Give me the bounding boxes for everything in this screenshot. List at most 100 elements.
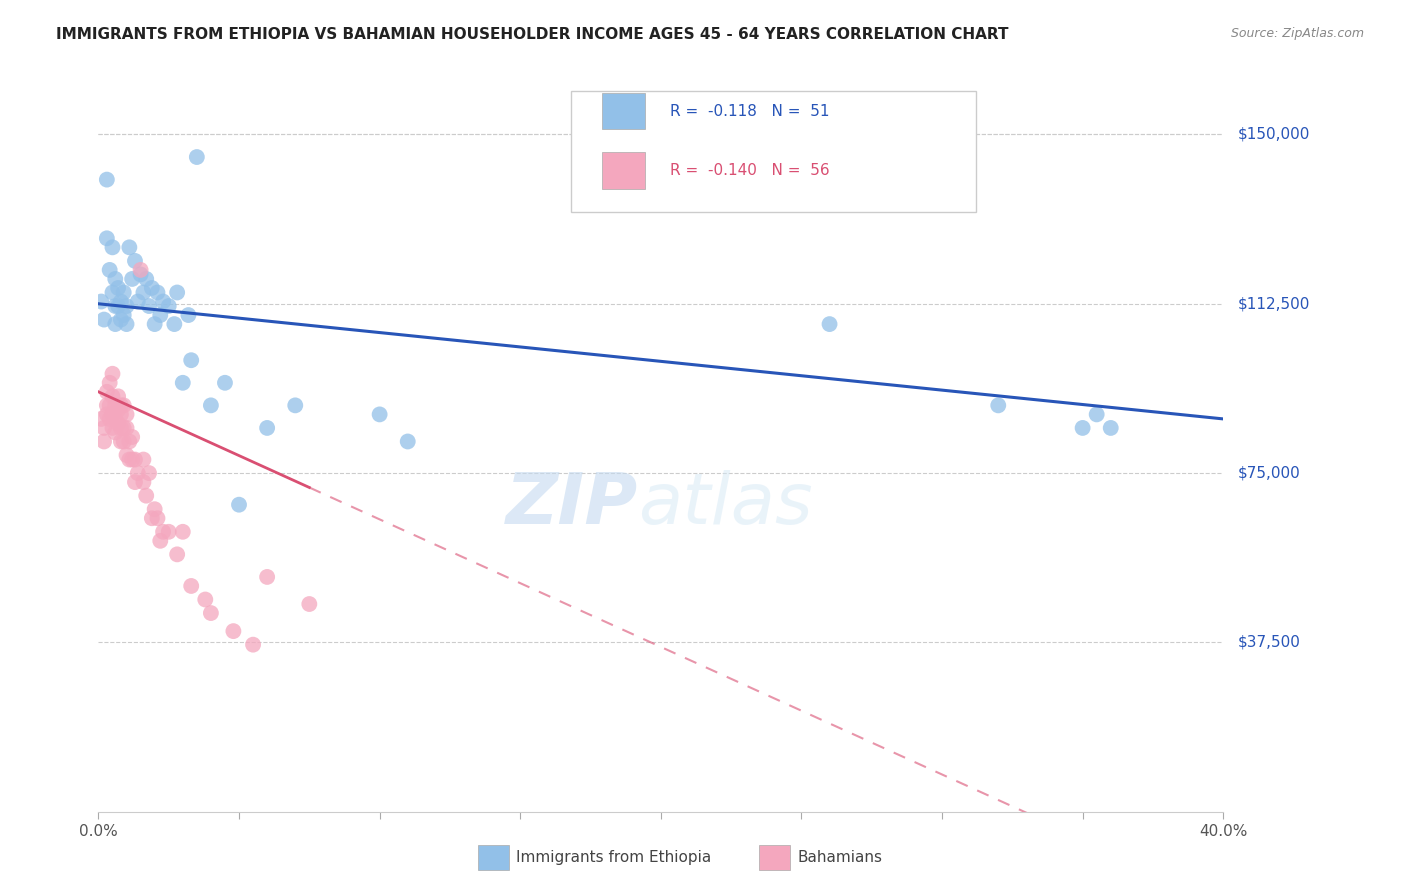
Point [96, 172, 118, 186]
Point [101, 389, 124, 403]
Point [127, 466, 149, 480]
Point [118, 434, 141, 449]
Text: $150,000: $150,000 [1237, 127, 1309, 142]
Point [172, 376, 194, 390]
Point [152, 524, 174, 539]
Point [101, 421, 124, 435]
Point [107, 281, 129, 295]
Point [98, 263, 121, 277]
Point [112, 421, 135, 435]
Point [396, 434, 419, 449]
Point [110, 434, 132, 449]
Point [98, 398, 121, 412]
Point [104, 272, 127, 286]
Point [138, 299, 160, 313]
Point [166, 285, 188, 300]
Point [186, 150, 208, 164]
Point [115, 299, 138, 313]
Text: $112,500: $112,500 [1237, 296, 1309, 311]
Point [96, 384, 118, 399]
Point [141, 281, 163, 295]
Point [98, 412, 121, 426]
Point [124, 452, 146, 467]
Point [368, 408, 391, 422]
Text: $37,500: $37,500 [1237, 635, 1301, 650]
Text: R =  -0.118   N =  51: R = -0.118 N = 51 [669, 103, 830, 119]
Point [110, 421, 132, 435]
Point [110, 398, 132, 412]
Point [1085, 408, 1108, 422]
Point [135, 272, 157, 286]
Text: $75,000: $75,000 [1237, 466, 1301, 481]
Point [138, 466, 160, 480]
Point [284, 398, 307, 412]
Point [228, 498, 250, 512]
Point [1099, 421, 1122, 435]
Text: IMMIGRANTS FROM ETHIOPIA VS BAHAMIAN HOUSEHOLDER INCOME AGES 45 - 64 YEARS CORRE: IMMIGRANTS FROM ETHIOPIA VS BAHAMIAN HOU… [56, 27, 1008, 42]
Point [163, 317, 186, 331]
Point [121, 452, 143, 467]
Point [93, 434, 115, 449]
Point [121, 430, 143, 444]
Point [132, 285, 155, 300]
Point [93, 421, 115, 435]
Point [157, 299, 180, 313]
Point [256, 421, 278, 435]
Point [141, 511, 163, 525]
Point [143, 317, 166, 331]
Point [112, 398, 135, 412]
Point [129, 268, 152, 282]
Point [146, 511, 169, 525]
Point [98, 376, 121, 390]
Text: Bahamians: Bahamians [797, 850, 882, 864]
Point [132, 452, 155, 467]
Point [107, 389, 129, 403]
Point [157, 524, 180, 539]
Point [127, 294, 149, 309]
Point [818, 317, 841, 331]
FancyBboxPatch shape [602, 153, 645, 188]
Point [112, 434, 135, 449]
Point [118, 240, 141, 254]
Point [110, 312, 132, 326]
Point [180, 579, 202, 593]
Point [135, 489, 157, 503]
Point [987, 398, 1010, 412]
Point [112, 285, 135, 300]
Point [101, 367, 124, 381]
Point [124, 475, 146, 489]
Point [298, 597, 321, 611]
Point [200, 606, 222, 620]
Point [256, 570, 278, 584]
Point [222, 624, 245, 639]
Text: Source: ZipAtlas.com: Source: ZipAtlas.com [1230, 27, 1364, 40]
Point [93, 312, 115, 326]
Point [121, 272, 143, 286]
Text: Immigrants from Ethiopia: Immigrants from Ethiopia [516, 850, 711, 864]
Point [115, 421, 138, 435]
Text: R =  -0.140   N =  56: R = -0.140 N = 56 [669, 163, 830, 178]
Point [107, 403, 129, 417]
Point [166, 547, 188, 561]
Point [593, 195, 616, 210]
Point [115, 448, 138, 462]
Point [149, 533, 172, 548]
Point [146, 285, 169, 300]
Point [177, 308, 200, 322]
Point [104, 299, 127, 313]
Point [110, 294, 132, 309]
Point [1071, 421, 1094, 435]
Point [107, 417, 129, 431]
Point [242, 638, 264, 652]
Point [101, 408, 124, 422]
Point [104, 398, 127, 412]
Point [180, 353, 202, 368]
Point [96, 398, 118, 412]
Point [90, 412, 112, 426]
Point [132, 475, 155, 489]
Point [152, 294, 174, 309]
Point [143, 502, 166, 516]
Point [200, 398, 222, 412]
Point [110, 408, 132, 422]
Point [118, 452, 141, 467]
